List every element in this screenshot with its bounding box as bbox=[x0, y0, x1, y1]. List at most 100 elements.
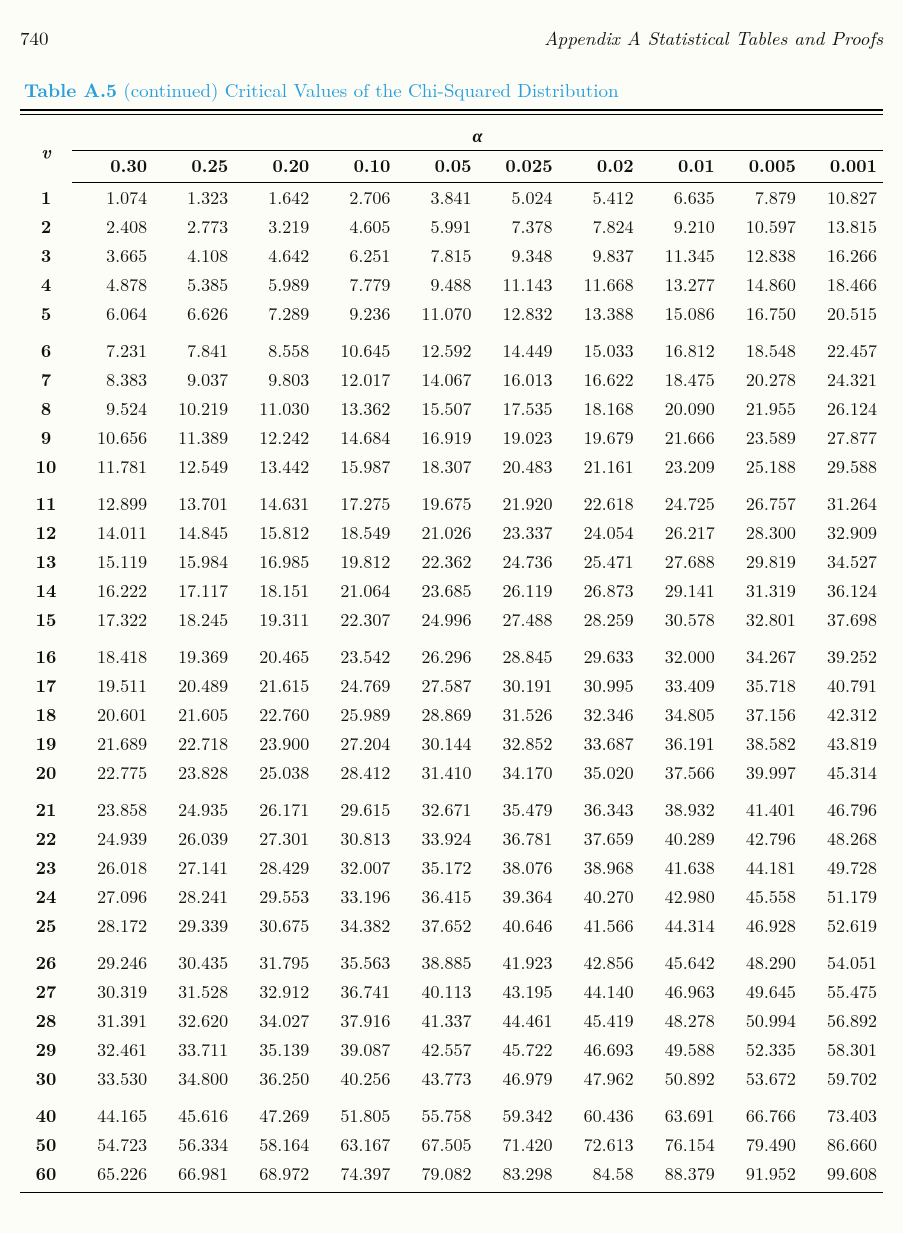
cell: 36.415 bbox=[396, 882, 477, 911]
cell: 5.412 bbox=[559, 183, 640, 213]
cell: 46.928 bbox=[721, 911, 802, 940]
cell: 17.117 bbox=[153, 576, 234, 605]
cell: 9.837 bbox=[559, 241, 640, 270]
cell: 6.064 bbox=[72, 299, 153, 328]
row-v: 30 bbox=[20, 1064, 72, 1093]
cell: 24.054 bbox=[559, 518, 640, 547]
cell: 10.219 bbox=[153, 394, 234, 423]
cell: 41.337 bbox=[396, 1006, 477, 1035]
cell: 30.191 bbox=[477, 671, 558, 700]
cell: 14.011 bbox=[72, 518, 153, 547]
cell: 19.679 bbox=[559, 423, 640, 452]
row-v: 23 bbox=[20, 853, 72, 882]
alpha-col-1: 0.25 bbox=[153, 151, 234, 183]
cell: 33.711 bbox=[153, 1035, 234, 1064]
appendix-title: Appendix A Statistical Tables and Proofs bbox=[544, 24, 883, 51]
cell: 37.659 bbox=[559, 824, 640, 853]
cell: 55.475 bbox=[802, 977, 883, 1006]
cell: 79.490 bbox=[721, 1130, 802, 1159]
cell: 24.725 bbox=[640, 481, 721, 518]
cell: 34.800 bbox=[153, 1064, 234, 1093]
cell: 45.419 bbox=[559, 1006, 640, 1035]
cell: 9.348 bbox=[477, 241, 558, 270]
cell: 43.195 bbox=[477, 977, 558, 1006]
cell: 67.505 bbox=[396, 1130, 477, 1159]
table-caption-title: Critical Values of the Chi-Squared Distr… bbox=[225, 76, 619, 103]
cell: 22.618 bbox=[559, 481, 640, 518]
cell: 29.588 bbox=[802, 452, 883, 481]
cell: 22.760 bbox=[234, 700, 315, 729]
cell: 22.457 bbox=[802, 328, 883, 365]
table-row: 1416.22217.11718.15121.06423.68526.11926… bbox=[20, 576, 883, 605]
cell: 24.321 bbox=[802, 365, 883, 394]
cell: 33.924 bbox=[396, 824, 477, 853]
row-v: 4 bbox=[20, 270, 72, 299]
cell: 45.314 bbox=[802, 758, 883, 787]
cell: 15.987 bbox=[315, 452, 396, 481]
cell: 29.246 bbox=[72, 940, 153, 977]
cell: 27.141 bbox=[153, 853, 234, 882]
cell: 6.251 bbox=[315, 241, 396, 270]
cell: 66.766 bbox=[721, 1093, 802, 1130]
cell: 15.812 bbox=[234, 518, 315, 547]
cell: 91.952 bbox=[721, 1159, 802, 1193]
cell: 65.226 bbox=[72, 1159, 153, 1193]
cell: 15.033 bbox=[559, 328, 640, 365]
cell: 35.020 bbox=[559, 758, 640, 787]
cell: 19.675 bbox=[396, 481, 477, 518]
chi-squared-table: v α 0.300.250.200.100.050.0250.020.010.0… bbox=[20, 119, 883, 1193]
row-v: 5 bbox=[20, 299, 72, 328]
table-row: 1921.68922.71823.90027.20430.14432.85233… bbox=[20, 729, 883, 758]
cell: 42.856 bbox=[559, 940, 640, 977]
alpha-super-header: α bbox=[72, 119, 883, 151]
cell: 28.429 bbox=[234, 853, 315, 882]
cell: 42.312 bbox=[802, 700, 883, 729]
cell: 50.994 bbox=[721, 1006, 802, 1035]
table-row: 6065.22666.98168.97274.39779.08283.29884… bbox=[20, 1159, 883, 1193]
cell: 10.597 bbox=[721, 212, 802, 241]
cell: 36.781 bbox=[477, 824, 558, 853]
cell: 55.758 bbox=[396, 1093, 477, 1130]
cell: 83.298 bbox=[477, 1159, 558, 1193]
cell: 18.307 bbox=[396, 452, 477, 481]
cell: 25.989 bbox=[315, 700, 396, 729]
cell: 32.852 bbox=[477, 729, 558, 758]
cell: 9.037 bbox=[153, 365, 234, 394]
cell: 16.266 bbox=[802, 241, 883, 270]
cell: 45.642 bbox=[640, 940, 721, 977]
cell: 48.290 bbox=[721, 940, 802, 977]
cell: 31.795 bbox=[234, 940, 315, 977]
cell: 37.652 bbox=[396, 911, 477, 940]
cell: 46.693 bbox=[559, 1035, 640, 1064]
cell: 31.319 bbox=[721, 576, 802, 605]
cell: 36.741 bbox=[315, 977, 396, 1006]
cell: 21.615 bbox=[234, 671, 315, 700]
cell: 28.845 bbox=[477, 634, 558, 671]
row-v: 15 bbox=[20, 605, 72, 634]
cell: 26.124 bbox=[802, 394, 883, 423]
cell: 35.479 bbox=[477, 787, 558, 824]
cell: 27.096 bbox=[72, 882, 153, 911]
cell: 26.873 bbox=[559, 576, 640, 605]
cell: 38.076 bbox=[477, 853, 558, 882]
cell: 99.608 bbox=[802, 1159, 883, 1193]
cell: 9.488 bbox=[396, 270, 477, 299]
cell: 16.812 bbox=[640, 328, 721, 365]
cell: 20.483 bbox=[477, 452, 558, 481]
cell: 11.668 bbox=[559, 270, 640, 299]
page: 740 Appendix A Statistical Tables and Pr… bbox=[0, 0, 903, 1233]
row-v: 40 bbox=[20, 1093, 72, 1130]
cell: 32.346 bbox=[559, 700, 640, 729]
cell: 21.666 bbox=[640, 423, 721, 452]
page-number: 740 bbox=[20, 24, 49, 51]
cell: 13.815 bbox=[802, 212, 883, 241]
cell: 33.687 bbox=[559, 729, 640, 758]
cell: 14.631 bbox=[234, 481, 315, 518]
cell: 8.558 bbox=[234, 328, 315, 365]
cell: 49.645 bbox=[721, 977, 802, 1006]
cell: 44.165 bbox=[72, 1093, 153, 1130]
row-v: 12 bbox=[20, 518, 72, 547]
cell: 15.507 bbox=[396, 394, 477, 423]
cell: 33.530 bbox=[72, 1064, 153, 1093]
cell: 20.278 bbox=[721, 365, 802, 394]
